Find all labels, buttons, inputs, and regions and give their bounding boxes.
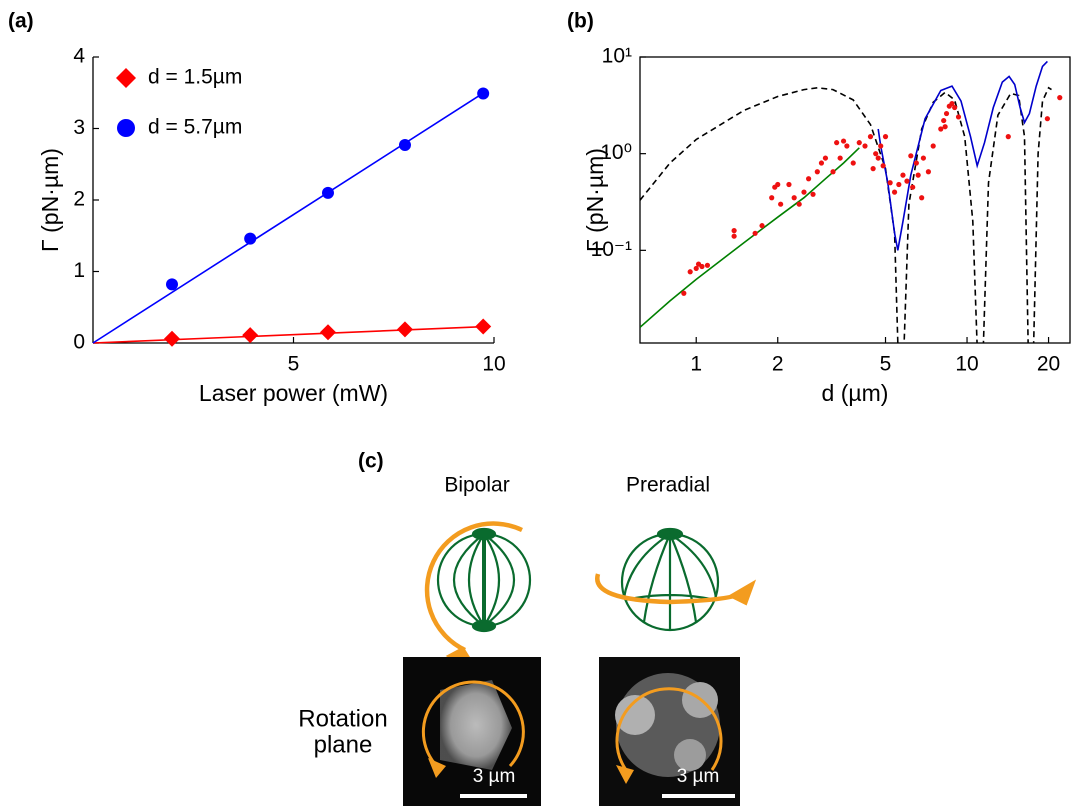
line: [640, 148, 859, 327]
point: [823, 155, 828, 160]
point: [705, 263, 710, 268]
point: [830, 169, 835, 174]
row-label: Rotation: [298, 705, 387, 732]
point: [732, 228, 737, 233]
plot-area: [640, 61, 1062, 376]
x-tick-label: 20: [1037, 353, 1060, 376]
point: [956, 114, 961, 119]
point: [892, 190, 897, 195]
scale-bar-label: 3 µm: [473, 766, 516, 787]
point: [834, 140, 839, 145]
point: [900, 173, 905, 178]
point: [681, 291, 686, 296]
point: [1006, 134, 1011, 139]
point: [688, 269, 693, 274]
point: [806, 176, 811, 181]
line: [640, 88, 1052, 376]
x-tick-label: 10: [955, 353, 978, 376]
point: [778, 202, 783, 207]
point: [786, 182, 791, 187]
point: [871, 166, 876, 171]
y-tick-label: 4: [73, 45, 85, 68]
point: [888, 180, 893, 185]
point: [1045, 116, 1050, 121]
point: [919, 195, 924, 200]
diagram-bipolar: [427, 524, 530, 672]
point: [910, 185, 915, 190]
point: [759, 223, 764, 228]
point: [857, 140, 862, 145]
point: [819, 160, 824, 165]
point: [797, 202, 802, 207]
point: [904, 179, 909, 184]
point: [166, 278, 178, 290]
point: [242, 327, 258, 343]
point: [876, 155, 881, 160]
point: [926, 169, 931, 174]
point: [896, 182, 901, 187]
panel-label: (c): [358, 450, 384, 473]
point: [753, 231, 758, 236]
point: [878, 143, 883, 148]
point: [815, 169, 820, 174]
point: [841, 138, 846, 143]
row-label: plane: [314, 731, 373, 758]
axes-frame: [640, 57, 1070, 343]
point: [810, 192, 815, 197]
point: [916, 173, 921, 178]
y-tick-label: 3: [73, 116, 85, 139]
point: [908, 153, 913, 158]
x-tick-label: 1: [690, 353, 702, 376]
scale-bar-label: 3 µm: [677, 766, 720, 787]
x-tick-label: 5: [288, 353, 300, 376]
point: [792, 195, 797, 200]
point: [883, 134, 888, 139]
point: [881, 163, 886, 168]
x-tick-label: 5: [880, 353, 892, 376]
legend-label: d = 5.7µm: [148, 116, 242, 139]
point: [931, 143, 936, 148]
panel-label: (a): [8, 10, 34, 33]
x-axis-label: d (µm): [822, 380, 889, 406]
y-tick-label: 10¹: [602, 45, 632, 68]
point: [944, 111, 949, 116]
x-tick-label: 2: [772, 353, 784, 376]
line: [93, 327, 486, 343]
y-axis-label: Γ (pN·µm): [582, 148, 608, 252]
panel-label: (b): [567, 10, 594, 33]
legend-marker: [117, 119, 135, 137]
x-tick-label: 10: [482, 353, 505, 376]
point: [732, 234, 737, 239]
point: [952, 105, 957, 110]
x-axis-label: Laser power (mW): [199, 380, 388, 406]
point: [1057, 95, 1062, 100]
point: [769, 195, 774, 200]
point: [851, 160, 856, 165]
point: [873, 151, 878, 156]
line: [878, 61, 1047, 250]
point: [921, 155, 926, 160]
point: [844, 143, 849, 148]
y-axis-label: Γ (pN·µm): [37, 148, 63, 252]
legend-label: d = 1.5µm: [148, 66, 242, 89]
legend-marker: [116, 68, 136, 88]
column-label: Preradial: [626, 474, 710, 497]
point: [699, 264, 704, 269]
point: [838, 155, 843, 160]
point: [914, 160, 919, 165]
figure: (c) Bipolar Preradial Rotation plane 3 µ…: [0, 0, 1074, 806]
point: [801, 190, 806, 195]
point: [862, 143, 867, 148]
point: [943, 124, 948, 129]
point: [775, 182, 780, 187]
column-label: Bipolar: [444, 474, 509, 497]
diagram-preradial: [597, 529, 754, 630]
point: [941, 118, 946, 123]
y-tick-label: 1: [73, 259, 85, 282]
y-tick-label: 2: [73, 188, 85, 211]
y-tick-label: 0: [73, 331, 85, 354]
point: [868, 134, 873, 139]
